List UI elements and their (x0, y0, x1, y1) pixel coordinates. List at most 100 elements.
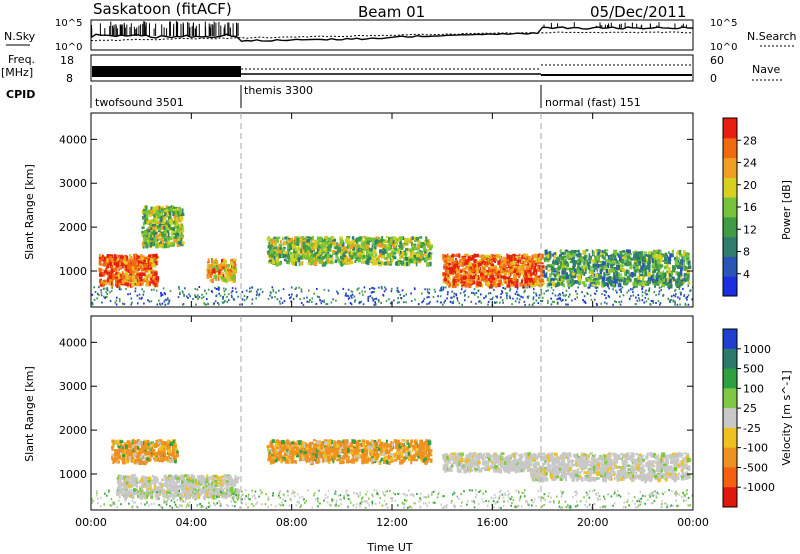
y-tick-label: 2000 (59, 424, 87, 437)
nsky-panel: N.Sky 10^5 10^0 10^5 10^0 N.Search (4, 18, 797, 53)
scatter-region (542, 249, 692, 289)
freq-label: Freq. (8, 53, 35, 66)
freq-panel: Freq. [MHz] 18 8 60 0 Nave (1, 53, 782, 85)
velocity-y-ticks: 1000 2000 3000 4000 (59, 336, 693, 481)
colorbar-tick-label: -1000 (743, 481, 775, 494)
colorbar-swatch (723, 197, 737, 218)
power-y-ticks: 1000 2000 3000 4000 (59, 133, 693, 278)
scatter-region (530, 452, 692, 484)
x-tick-label: 08:00 (276, 516, 308, 529)
freq-tick-top: 18 (60, 54, 74, 67)
nave-tick-top: 60 (710, 54, 724, 67)
colorbar-swatch (723, 177, 737, 198)
colorbar-swatch (723, 329, 737, 350)
power-colorbar-label: Power [dB] (780, 180, 793, 240)
nsearch-tick-top: 10^5 (710, 18, 737, 29)
colorbar-swatch (723, 256, 737, 277)
colorbar-swatch (723, 467, 737, 488)
colorbar-tick-label: 12 (743, 223, 757, 236)
velocity-ylabel: Slant Range [km] (23, 366, 36, 462)
freq-tick-bottom: 8 (66, 72, 73, 85)
colorbar-swatch (723, 348, 737, 370)
colorbar-swatch (723, 408, 737, 429)
colorbar-tick-label: 28 (743, 134, 757, 147)
beam-title: Beam 01 (358, 3, 425, 21)
scatter-region (266, 235, 433, 267)
velocity-colorbar: 1000 500 100 25 -25 -100 -500 -1000 Velocity [m… (722, 328, 793, 508)
freq-band-twofsound (92, 66, 241, 77)
colorbar-tick-label: 16 (743, 201, 757, 214)
cpid-twofsound: twofsound 3501 (95, 96, 184, 109)
y-tick-label: 3000 (59, 380, 87, 393)
velocity-colorbar-swatches (723, 329, 737, 508)
nsearch-label: N.Search (747, 30, 797, 43)
y-tick-label: 1000 (59, 265, 87, 278)
cpid-themis: themis 3300 (244, 84, 313, 97)
colorbar-swatch (723, 137, 737, 159)
cpid-normal: normal (fast) 151 (545, 96, 641, 109)
date-title: 05/Dec/2011 (590, 3, 686, 21)
y-tick-label: 3000 (59, 177, 87, 190)
nsky-spikes (91, 21, 687, 36)
colorbar-swatch (723, 487, 737, 508)
colorbar-tick-label: 24 (743, 157, 757, 170)
nsearch-trace (90, 31, 694, 42)
cpid-label: CPID (6, 88, 35, 101)
y-tick-label: 1000 (59, 468, 87, 481)
colorbar-swatch (723, 447, 737, 468)
colorbar-tick-label: -25 (743, 422, 761, 435)
x-tick-label: 00:00 (677, 516, 709, 529)
freq-unit: [MHz] (1, 66, 33, 79)
velocity-colorbar-ticks: 1000 500 100 25 -25 -100 -500 -1000 (737, 343, 775, 494)
colorbar-tick-label: 4 (743, 268, 750, 281)
x-tick-label: 12:00 (376, 516, 408, 529)
near-range-scatter (91, 286, 693, 306)
nave-label: Nave (752, 63, 780, 76)
colorbar-swatch (723, 236, 737, 257)
colorbar-swatch (723, 388, 737, 409)
x-tick-label: 16:00 (476, 516, 508, 529)
nsky-trace (90, 26, 694, 43)
velocity-colorbar-label: Velocity [m s^-1] (780, 370, 793, 465)
power-colorbar: 4 8 12 16 20 24 28 Power [dB] (722, 117, 793, 297)
colorbar-swatch (723, 216, 737, 238)
velocity-heatmap (91, 438, 693, 509)
scatter-region (442, 253, 545, 289)
colorbar-tick-label: 100 (743, 382, 764, 395)
colorbar-tick-label: 20 (743, 179, 757, 192)
scatter-region (116, 474, 240, 501)
colorbar-swatch (723, 276, 737, 297)
nsky-tick-top: 10^5 (55, 18, 82, 29)
colorbar-tick-label: 500 (743, 363, 764, 376)
near-range-scatter (91, 489, 693, 509)
x-tick-label: 00:00 (75, 516, 107, 529)
colorbar-tick-label: -100 (743, 442, 768, 455)
colorbar-tick-label: 25 (743, 402, 757, 415)
colorbar-tick-label: -500 (743, 461, 768, 474)
scatter-region (141, 205, 185, 249)
colorbar-swatch (723, 427, 737, 449)
power-colorbar-ticks: 4 8 12 16 20 24 28 (737, 134, 757, 281)
scatter-region (266, 438, 433, 466)
power-x-ticks (90, 113, 694, 307)
velocity-panel: Slant Range [km] 1000 2000 3000 4000 00:00 0… (23, 315, 709, 554)
colorbar-swatch (723, 157, 737, 178)
x-tick-label: 20:00 (577, 516, 609, 529)
nsky-label: N.Sky (4, 30, 36, 43)
scatter-region (442, 452, 533, 474)
x-tick-label: 04:00 (175, 516, 207, 529)
station-title: Saskatoon (fitACF) (93, 0, 232, 18)
power-ylabel: Slant Range [km] (23, 164, 36, 260)
colorbar-swatch (723, 118, 737, 139)
nsearch-tick-bottom: 10^0 (710, 42, 737, 53)
scatter-region (206, 258, 237, 284)
colorbar-tick-label: 8 (743, 246, 750, 259)
y-tick-label: 2000 (59, 221, 87, 234)
colorbar-swatch (723, 368, 737, 389)
x-axis-label: Time UT (366, 541, 412, 554)
y-tick-label: 4000 (59, 336, 87, 349)
power-heatmap (91, 205, 693, 306)
power-panel: Slant Range [km] 1000 2000 3000 4000 (23, 112, 694, 308)
power-colorbar-swatches (723, 118, 737, 297)
